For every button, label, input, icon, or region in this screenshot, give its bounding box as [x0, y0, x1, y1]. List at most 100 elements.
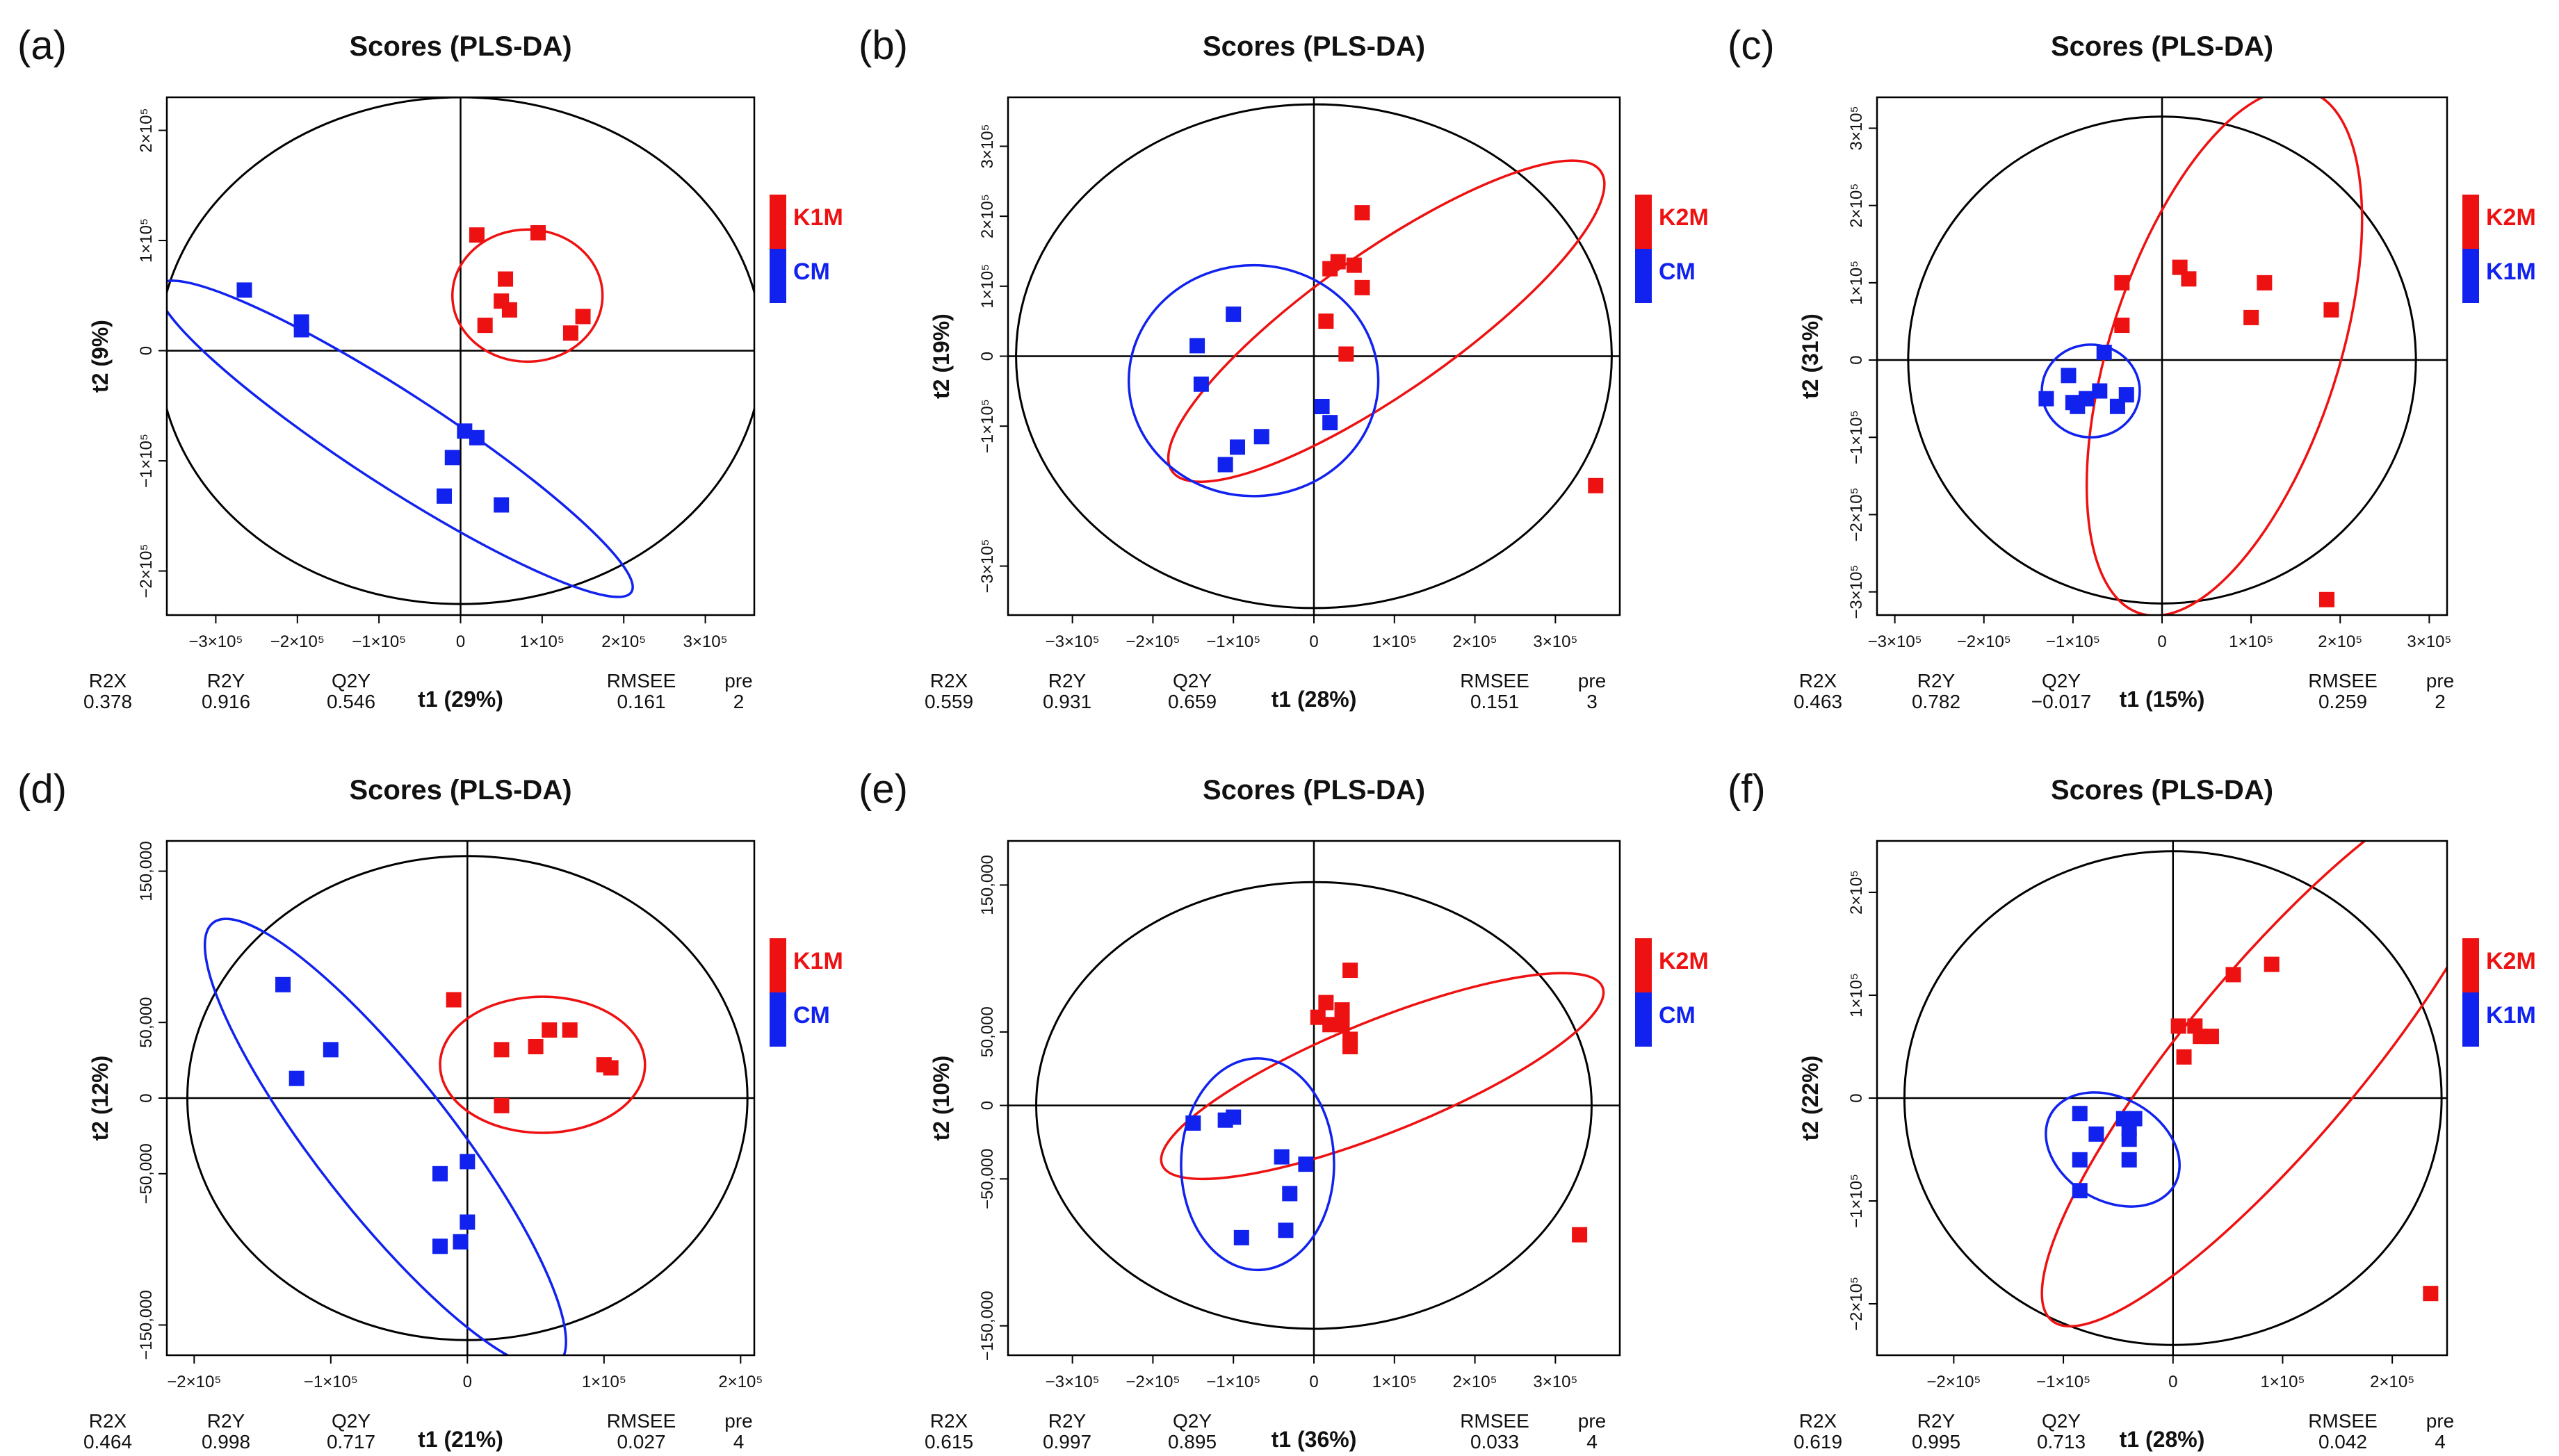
stat-name: R2Y: [1048, 670, 1087, 692]
y-tick-label: −50,000: [978, 1149, 997, 1209]
data-point-k2m: [2323, 302, 2339, 318]
stat-name: pre: [724, 670, 752, 692]
data-point-k2m: [1318, 313, 1334, 329]
x-axis-label: t1 (36%): [1272, 1427, 1357, 1452]
stat-name: pre: [724, 1410, 752, 1432]
group-ellipse-k2m: [2085, 97, 2364, 615]
y-tick-label: 0: [1847, 1093, 1866, 1102]
x-tick-label: 1×10⁵: [582, 1373, 626, 1391]
y-tick-label: −3×10⁵: [1847, 565, 1866, 619]
data-point-k2m: [1322, 261, 1338, 277]
data-point-cm: [289, 1070, 304, 1086]
x-tick-label: 0: [456, 632, 465, 651]
x-tick-label: −2×10⁵: [167, 1373, 221, 1391]
data-point-cm: [469, 430, 485, 445]
data-point-k2m: [1322, 1017, 1338, 1033]
stat-name: R2X: [930, 1410, 968, 1432]
stat-value: 0.463: [1794, 691, 1842, 712]
legend-swatch-cm: [770, 249, 786, 303]
y-tick-label: 3×10⁵: [1847, 106, 1866, 150]
data-point-k2m: [2203, 1029, 2219, 1045]
panel-label: (a): [17, 23, 67, 68]
data-point-k2m: [1310, 1009, 1326, 1025]
y-tick-label: 3×10⁵: [978, 124, 997, 168]
stat-value: 4: [2435, 1431, 2446, 1453]
stat-name: R2X: [1799, 670, 1837, 692]
legend-label-k1m: K1M: [2486, 259, 2536, 285]
y-tick-label: 2×10⁵: [137, 108, 156, 153]
stat-value: 4: [1586, 1431, 1598, 1453]
data-point-k1m: [2121, 1152, 2137, 1168]
data-point-k2m: [2114, 275, 2130, 291]
data-point-cm: [444, 450, 460, 466]
stat-name: Q2Y: [1173, 670, 1212, 692]
x-tick-label: 0: [2168, 1373, 2177, 1391]
stat-value: 0.997: [1043, 1431, 1091, 1453]
legend-swatch-k1m: [770, 195, 786, 249]
data-point-k1m: [542, 1022, 558, 1038]
data-point-k2m: [1342, 963, 1358, 979]
data-point-cm: [453, 1234, 469, 1250]
legend-label-k1m: K1M: [793, 948, 843, 974]
data-point-cm: [293, 322, 309, 338]
panel-title: Scores (PLS-DA): [349, 775, 571, 805]
x-axis-label: t1 (21%): [418, 1427, 503, 1452]
stat-name: RMSEE: [1460, 1410, 1529, 1432]
data-point-cm: [1233, 1229, 1249, 1245]
stat-value: 0.782: [1912, 691, 1960, 712]
data-point-k1m: [494, 1097, 510, 1113]
stat-name: R2Y: [1917, 670, 1956, 692]
x-tick-label: −1×10⁵: [304, 1373, 358, 1391]
y-tick-label: −2×10⁵: [1847, 487, 1866, 541]
data-point-cm: [1253, 429, 1269, 445]
x-tick-label: −1×10⁵: [2046, 632, 2100, 651]
y-tick-label: 0: [978, 1101, 997, 1110]
data-point-k2m: [2243, 309, 2259, 325]
x-tick-label: 1×10⁵: [1372, 1373, 1417, 1391]
stat-name: pre: [1578, 670, 1606, 692]
legend-swatch-cm: [1635, 992, 1652, 1047]
legend-label-k1m: K1M: [2486, 1002, 2536, 1029]
stat-name: Q2Y: [332, 670, 371, 692]
x-axis-label: t1 (28%): [1272, 687, 1357, 712]
panel-a: −3×10⁵ −2×10⁵ −1×10⁵ 0 1×10⁵ 2×10⁵ 3×10⁵ −2×10⁵…: [17, 23, 843, 712]
data-point-k2m: [1572, 1227, 1588, 1243]
data-point-k2m: [1318, 995, 1334, 1011]
data-point-k1m: [2096, 344, 2112, 360]
legend-label-cm: CM: [1659, 1002, 1696, 1029]
data-point-cm: [460, 1154, 476, 1170]
x-tick-label: 2×10⁵: [2370, 1373, 2414, 1391]
x-axis-label: t1 (28%): [2120, 1427, 2205, 1452]
panel-b: −3×10⁵ −2×10⁵ −1×10⁵ 0 1×10⁵ 2×10⁵ 3×10⁵ −3×10⁵…: [859, 23, 1709, 712]
data-point-cm: [432, 1165, 448, 1181]
data-point-k1m: [2092, 383, 2108, 399]
data-point-cm: [457, 423, 473, 439]
stat-name: R2Y: [207, 1410, 245, 1432]
y-tick-label: 150,000: [137, 841, 156, 901]
y-tick-label: 50,000: [978, 1006, 997, 1057]
stat-name: R2X: [930, 670, 968, 692]
group-ellipse-cm: [167, 279, 634, 598]
stat-value: 0.464: [83, 1431, 132, 1453]
y-axis-label: t2 (9%): [88, 320, 113, 393]
data-point-cm: [1282, 1186, 1298, 1202]
stat-value: 0.033: [1470, 1431, 1519, 1453]
data-point-cm: [1314, 398, 1330, 414]
data-point-cm: [1185, 1115, 1201, 1131]
stat-name: R2Y: [1917, 1410, 1956, 1432]
data-point-k2m: [2176, 1049, 2192, 1065]
y-tick-label: −1×10⁵: [978, 399, 997, 453]
y-tick-label: 150,000: [978, 855, 997, 915]
group-ellipse-k1m: [439, 995, 647, 1134]
data-point-k2m: [2257, 275, 2273, 291]
data-point-k2m: [1338, 346, 1354, 362]
data-point-k1m: [2088, 1126, 2104, 1142]
panel-title: Scores (PLS-DA): [2051, 31, 2273, 62]
y-axis-label: t2 (10%): [929, 1056, 954, 1141]
stat-name: R2X: [1799, 1410, 1837, 1432]
stat-value: 0.378: [83, 691, 132, 712]
data-point-k1m: [501, 302, 517, 318]
data-point-k1m: [2072, 1152, 2088, 1168]
stat-value: 0.713: [2037, 1431, 2086, 1453]
